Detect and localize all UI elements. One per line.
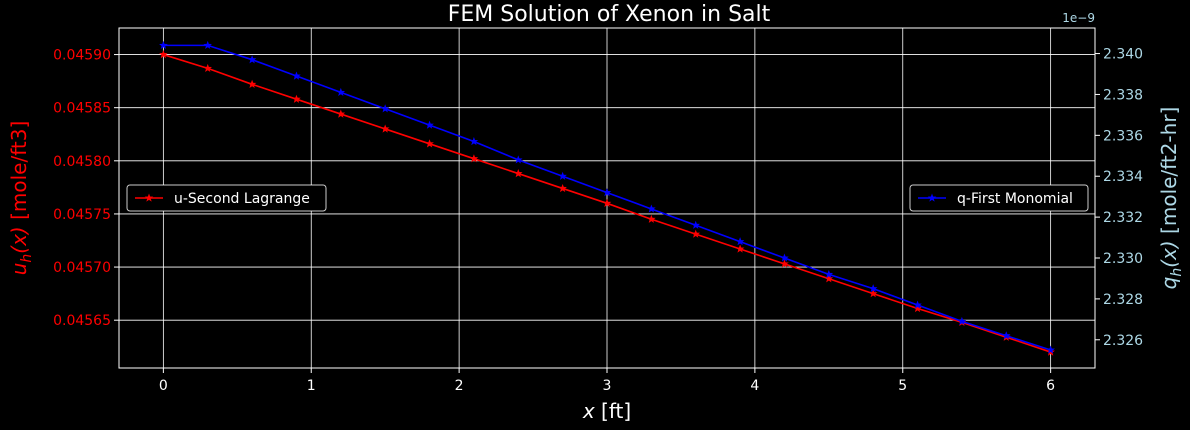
data-point bbox=[647, 214, 656, 223]
data-point bbox=[602, 198, 612, 207]
legend-right: q-First Monomial bbox=[909, 184, 1089, 212]
series-2 bbox=[159, 40, 1055, 354]
data-point bbox=[824, 274, 834, 283]
x-axis-label-unit: [ft] bbox=[595, 399, 632, 423]
data-point bbox=[380, 124, 390, 133]
data-point bbox=[292, 94, 301, 103]
left-tick-label: 0.04590 bbox=[53, 48, 111, 64]
data-point bbox=[647, 204, 656, 213]
x-tick-label: 5 bbox=[898, 378, 907, 394]
legend-left-marker bbox=[144, 193, 154, 202]
legend-right-box bbox=[909, 184, 1089, 212]
left-axis-label: uh(x) [mole/ft3] bbox=[7, 121, 35, 276]
data-point bbox=[513, 155, 523, 164]
data-point bbox=[513, 169, 523, 178]
right-tick-label: 2.336 bbox=[1103, 128, 1143, 144]
left-tick-label: 0.04580 bbox=[53, 154, 111, 170]
data-point bbox=[735, 237, 745, 246]
right-tick-label: 2.330 bbox=[1103, 251, 1143, 267]
left-axis-label-var: u bbox=[7, 263, 31, 276]
data-point bbox=[957, 316, 967, 326]
data-point bbox=[558, 171, 567, 180]
legend-left-label: u-Second Lagrange bbox=[174, 191, 310, 207]
left-axis-label-arg: (x) bbox=[7, 226, 31, 253]
x-tick-label: 3 bbox=[603, 378, 612, 394]
left-y-axis: 0.04565 0.04570 0.04575 0.04580 0.04585 0.045… bbox=[53, 48, 119, 329]
data-point bbox=[780, 253, 789, 262]
right-tick-label: 2.338 bbox=[1103, 87, 1143, 103]
data-point bbox=[691, 220, 701, 229]
data-point bbox=[780, 259, 789, 268]
left-axis-label-unit: [mole/ft3] bbox=[7, 121, 31, 227]
data-point bbox=[159, 40, 168, 50]
chart-title: FEM Solution of Xenon in Salt bbox=[448, 2, 771, 27]
right-tick-label: 2.332 bbox=[1103, 210, 1143, 226]
data-point bbox=[913, 304, 922, 313]
right-axis-label-sub: h bbox=[1169, 268, 1185, 277]
data-point bbox=[868, 284, 878, 293]
data-point bbox=[602, 188, 612, 197]
data-point bbox=[292, 71, 301, 80]
data-point bbox=[159, 50, 168, 59]
right-tick-label: 2.326 bbox=[1103, 333, 1143, 349]
left-axis-label-sub: h bbox=[19, 254, 35, 263]
x-tick-label: 1 bbox=[307, 378, 316, 394]
data-point bbox=[1046, 345, 1055, 354]
x-tick-label: 2 bbox=[455, 378, 464, 394]
data-point bbox=[1001, 331, 1011, 340]
legend-left: u-Second Lagrange bbox=[126, 184, 327, 212]
x-axis-label-var: x bbox=[582, 399, 595, 423]
x-tick-label: 4 bbox=[750, 378, 759, 394]
left-tick-label: 0.04585 bbox=[53, 101, 111, 117]
data-point bbox=[247, 55, 257, 64]
x-axis: 0 1 2 3 4 5 6 bbox=[159, 368, 1055, 394]
x-tick-label: 0 bbox=[159, 378, 168, 394]
data-point bbox=[558, 183, 567, 193]
left-tick-label: 0.04575 bbox=[53, 207, 111, 223]
data-point bbox=[913, 300, 922, 309]
x-axis-label: x [ft] bbox=[582, 399, 631, 423]
right-tick-label: 2.328 bbox=[1103, 292, 1143, 308]
data-point bbox=[735, 244, 745, 253]
data-point bbox=[336, 87, 346, 97]
right-axis-label-unit: [mole/ft2-hr] bbox=[1157, 107, 1181, 241]
legend-right-marker bbox=[927, 193, 937, 202]
right-axis-label: qh(x) [mole/ft2-hr] bbox=[1157, 107, 1185, 290]
data-point bbox=[824, 269, 834, 278]
data-point bbox=[247, 79, 257, 88]
x-tick-label: 6 bbox=[1046, 378, 1055, 394]
left-tick-label: 0.04565 bbox=[53, 313, 111, 329]
legend-right-label: q-First Monomial bbox=[957, 191, 1073, 207]
data-point bbox=[203, 63, 213, 73]
right-tick-label: 2.334 bbox=[1103, 169, 1143, 185]
right-y-axis: 2.326 2.328 2.330 2.332 2.334 2.336 2.338 2.340 bbox=[1095, 47, 1143, 349]
legend-left-box bbox=[126, 184, 327, 212]
right-axis-label-var: q bbox=[1157, 277, 1181, 290]
data-point bbox=[425, 120, 434, 129]
data-point bbox=[469, 136, 479, 146]
data-point bbox=[336, 109, 346, 118]
right-tick-label: 2.340 bbox=[1103, 47, 1143, 63]
data-point bbox=[203, 40, 213, 50]
left-tick-label: 0.04570 bbox=[53, 260, 111, 276]
data-point bbox=[691, 229, 701, 238]
right-axis-label-arg: (x) bbox=[1157, 240, 1181, 267]
data-point bbox=[868, 289, 878, 298]
series-layer bbox=[159, 40, 1055, 356]
data-point bbox=[425, 139, 434, 148]
data-point bbox=[469, 154, 479, 163]
grid bbox=[119, 28, 1095, 368]
right-axis-scale-label: 1e−9 bbox=[1062, 11, 1095, 25]
data-point bbox=[380, 104, 390, 113]
